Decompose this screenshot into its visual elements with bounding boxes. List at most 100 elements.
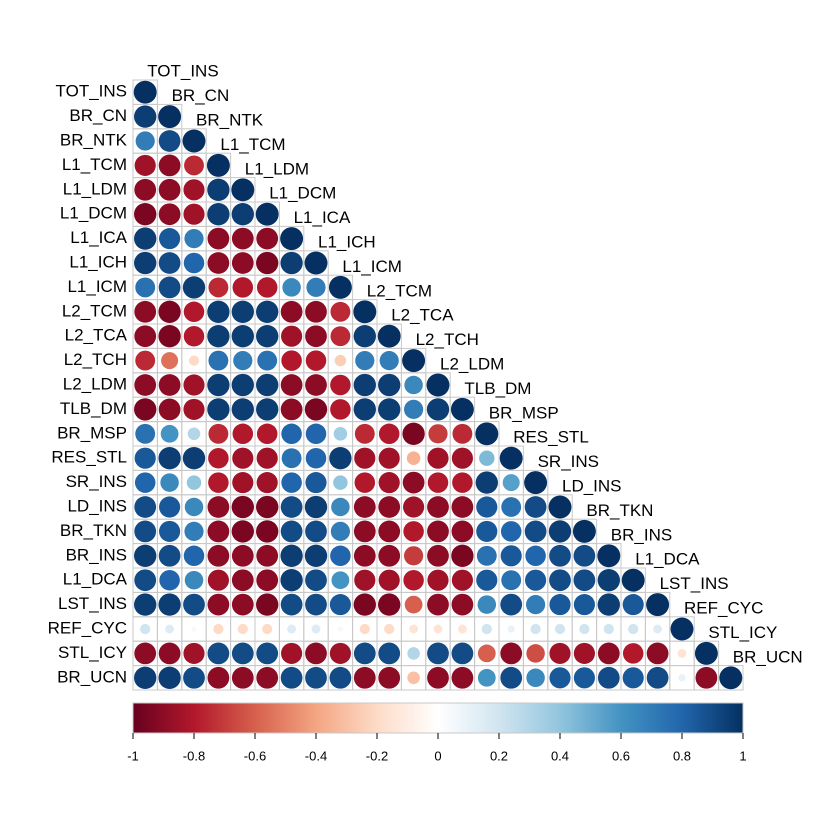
corr-circle	[305, 423, 327, 445]
corr-circle	[500, 666, 523, 689]
corr-circle	[187, 427, 201, 441]
corr-circle	[500, 545, 522, 567]
corr-circle	[231, 398, 254, 421]
column-label: L2_TCH	[416, 330, 479, 349]
corr-circle	[134, 203, 157, 226]
corr-circle	[186, 475, 202, 490]
corr-circle	[305, 666, 327, 689]
column-label: BR_UCN	[733, 647, 803, 666]
corr-circle	[500, 593, 523, 616]
corr-circle	[329, 594, 351, 616]
corr-circle	[353, 593, 376, 616]
corr-circle	[597, 569, 620, 592]
corr-circle	[628, 623, 639, 635]
corr-circle	[207, 496, 230, 518]
row-label: LST_INS	[58, 594, 127, 613]
corr-circle	[305, 350, 327, 371]
corr-circle	[427, 569, 449, 591]
corr-circle	[231, 642, 254, 665]
corr-circle	[208, 423, 229, 444]
corr-circle	[134, 178, 157, 201]
row-label: L1_DCM	[60, 204, 127, 223]
corr-circle	[475, 422, 499, 446]
corr-circle	[262, 623, 273, 635]
corr-circle	[451, 666, 474, 689]
corr-circle	[134, 642, 157, 665]
corr-circle	[207, 203, 230, 226]
corr-circle	[353, 325, 376, 348]
corr-circle	[183, 252, 205, 274]
corr-circle	[231, 325, 254, 348]
corr-circle	[476, 520, 498, 542]
column-label: L1_ICA	[294, 208, 351, 227]
corr-circle	[379, 351, 399, 371]
corr-circle	[282, 278, 301, 297]
corr-circle	[427, 544, 449, 567]
corr-circle	[305, 472, 327, 494]
column-label: SR_INS	[538, 452, 599, 471]
colorbar-tick-label: 0.4	[551, 748, 569, 763]
column-label: BR_MSP	[489, 403, 559, 422]
corr-circle	[622, 594, 644, 616]
corr-circle	[160, 473, 179, 492]
corr-circle	[232, 277, 254, 298]
corr-circle	[378, 423, 400, 445]
corr-circle	[231, 227, 254, 250]
corr-circle	[433, 624, 443, 634]
corr-circle	[281, 325, 303, 347]
corr-circle	[378, 642, 401, 665]
column-label: REF_CYC	[684, 598, 763, 617]
corr-circle	[161, 352, 179, 370]
column-label: LST_INS	[660, 574, 729, 593]
corr-circle	[450, 397, 474, 421]
corr-circle	[207, 520, 230, 543]
corr-circle	[481, 623, 492, 635]
corr-circle	[402, 349, 426, 373]
corr-circle	[427, 472, 449, 493]
corr-circle	[403, 569, 424, 591]
row-label: BR_NTK	[60, 130, 128, 149]
corr-circle	[158, 105, 182, 129]
corr-circle	[501, 570, 522, 591]
corr-circle	[134, 496, 157, 518]
corr-circle	[158, 593, 181, 616]
colorbar	[132, 702, 744, 734]
corr-circle	[304, 495, 328, 519]
corr-circle	[524, 471, 548, 495]
corr-circle	[256, 227, 279, 250]
corr-circle	[359, 623, 370, 635]
corr-circle	[549, 569, 571, 592]
corr-circle	[403, 521, 424, 542]
corr-circle	[134, 251, 157, 275]
corr-circle	[452, 423, 473, 444]
corr-circle	[719, 666, 743, 690]
corr-circle	[183, 374, 205, 396]
corr-circle	[231, 252, 254, 274]
corr-circle	[183, 301, 205, 323]
corr-circle	[305, 325, 327, 348]
corr-circle	[427, 520, 449, 543]
corr-circle	[306, 277, 326, 297]
corr-circle	[183, 179, 205, 201]
corr-circle	[452, 472, 473, 493]
corr-circle	[256, 300, 279, 323]
corr-circle	[477, 595, 497, 614]
corr-circle	[526, 595, 546, 615]
column-label: RES_STL	[513, 428, 589, 447]
corr-circle	[182, 129, 206, 153]
corr-circle	[311, 624, 321, 634]
corr-circle	[678, 674, 686, 682]
row-label: L1_ICH	[69, 252, 127, 271]
corr-circle	[280, 398, 303, 421]
corr-circle	[232, 423, 254, 445]
corr-circle	[231, 666, 254, 689]
row-label: TLB_DM	[60, 399, 127, 418]
row-label: L2_TCM	[62, 301, 127, 320]
row-label: BR_MSP	[57, 423, 127, 442]
corr-circle	[501, 497, 522, 517]
corr-circle	[207, 593, 230, 616]
corr-circle	[305, 520, 327, 543]
row-label: STL_ICY	[58, 643, 127, 662]
corr-circle	[207, 666, 230, 689]
corr-circle	[183, 642, 205, 664]
